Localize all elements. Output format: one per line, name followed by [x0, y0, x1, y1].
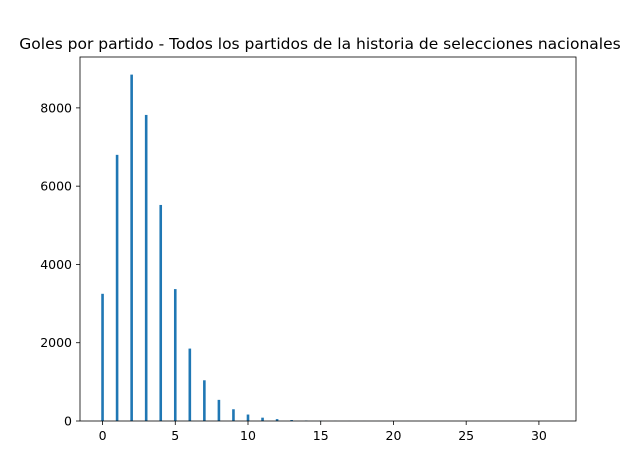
bar	[232, 409, 235, 421]
bar	[130, 74, 133, 422]
bar	[217, 399, 221, 421]
y-tick-label: 2000	[40, 335, 72, 350]
y-tick-label: 6000	[40, 179, 72, 194]
bar	[246, 414, 250, 421]
x-tick-label: 10	[240, 428, 256, 443]
x-tick-label: 0	[99, 428, 107, 443]
bar	[144, 114, 148, 422]
bar	[101, 293, 104, 421]
x-axis-ticks: 0 5 10 15 20 25 30	[99, 421, 547, 443]
x-tick-label: 30	[531, 428, 547, 443]
bar	[275, 419, 279, 421]
x-tick-label: 15	[313, 428, 329, 443]
bar	[290, 420, 293, 421]
y-tick-label: 4000	[40, 257, 72, 272]
bars-group	[101, 74, 555, 422]
chart-title: Goles por partido - Todos los partidos d…	[19, 35, 620, 53]
bar	[261, 417, 264, 421]
bar	[159, 204, 163, 421]
y-tick-label: 8000	[40, 100, 72, 115]
y-axis-ticks: 0 2000 4000 6000 8000	[40, 100, 80, 429]
x-tick-label: 25	[458, 428, 474, 443]
bar	[203, 380, 206, 421]
bar	[173, 289, 177, 421]
bar	[188, 348, 192, 421]
x-tick-label: 5	[171, 428, 179, 443]
plot-frame	[79, 56, 577, 422]
x-tick-label: 20	[386, 428, 402, 443]
y-tick-label: 0	[64, 414, 72, 429]
bar	[115, 154, 119, 421]
